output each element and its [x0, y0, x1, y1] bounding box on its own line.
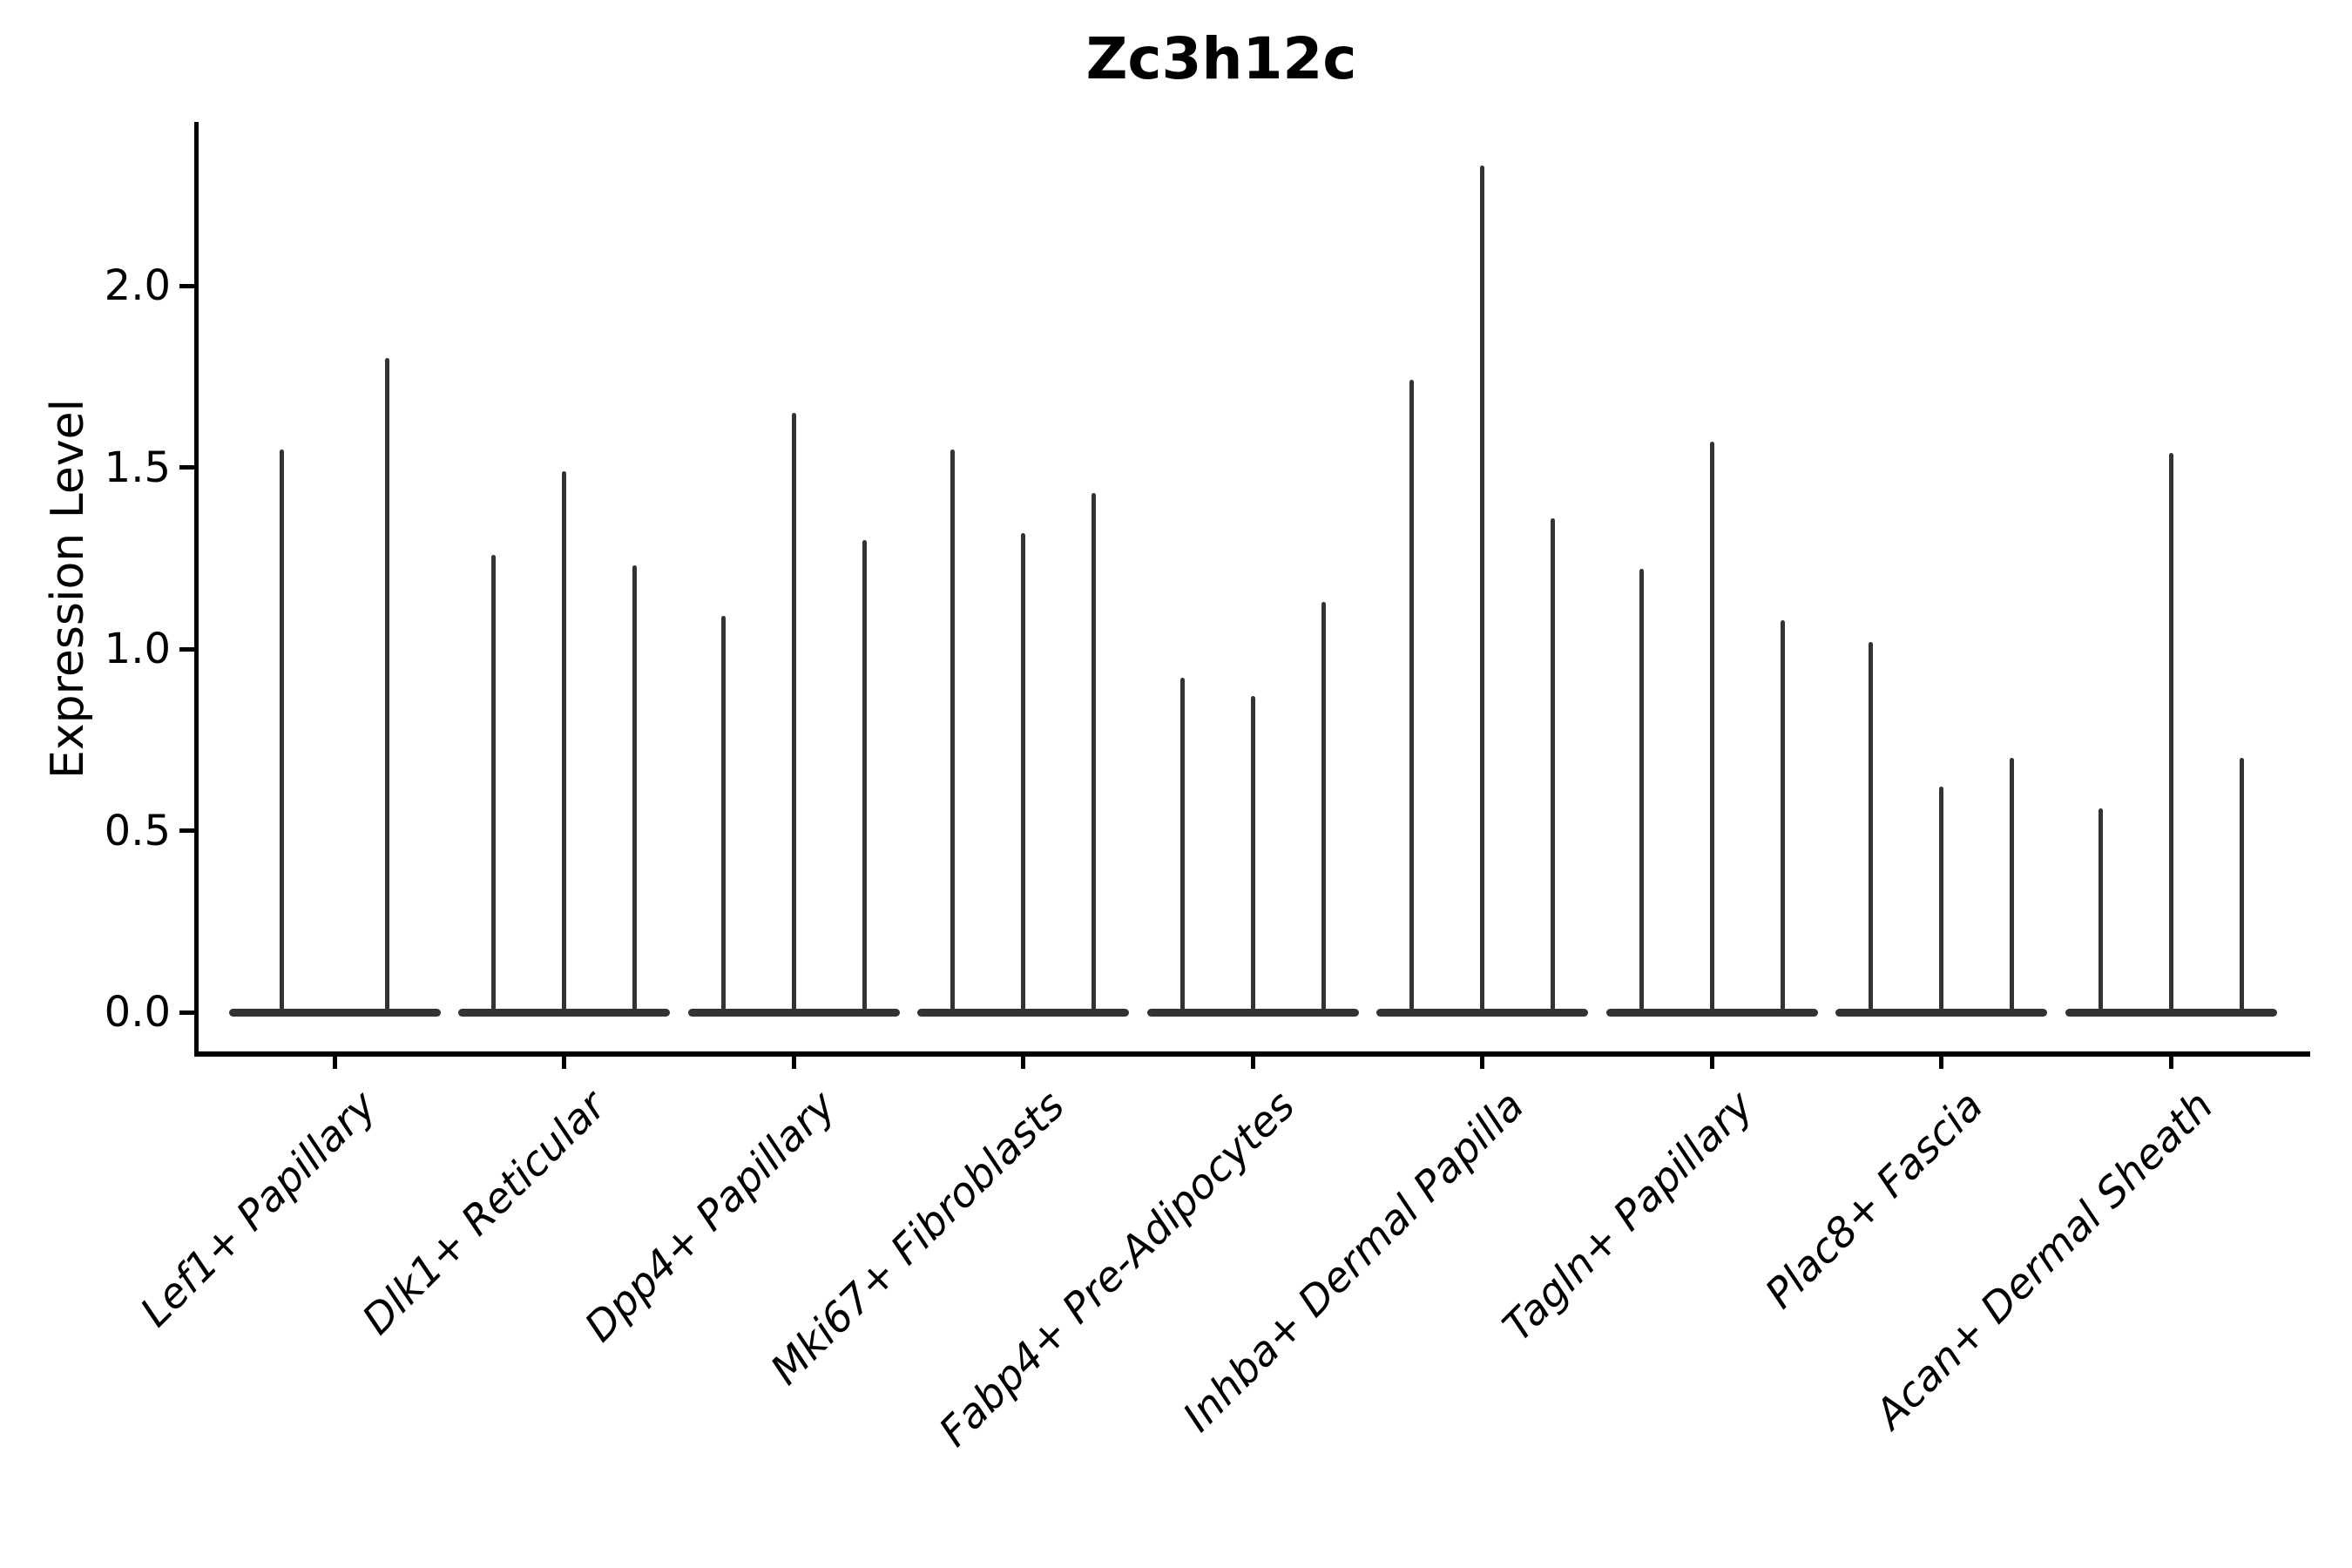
violin-needle	[562, 470, 566, 1012]
violin-needle	[1480, 166, 1484, 1012]
violin-needle	[720, 616, 726, 1012]
violin-base	[458, 1008, 670, 1017]
violin-needle	[1639, 569, 1644, 1012]
violin-needle	[2239, 758, 2244, 1012]
y-tick	[179, 828, 194, 833]
y-tick	[179, 646, 194, 652]
violin-base	[1376, 1008, 1588, 1017]
violin-needle	[1021, 532, 1025, 1012]
y-tick-label: 1.0	[104, 625, 171, 673]
x-tick	[1709, 1057, 1714, 1069]
y-tick-label: 1.5	[104, 443, 171, 492]
violin-needle	[632, 565, 637, 1012]
violin-needle	[1179, 678, 1185, 1012]
violin-needle	[2168, 452, 2173, 1012]
violin-needle	[1709, 442, 1714, 1012]
y-tick-label: 2.0	[104, 261, 171, 310]
x-tick-label: Plac8+ Fascia	[1756, 1082, 1993, 1319]
violin-needle	[279, 449, 284, 1012]
x-tick-label: Tagln+ Papillary	[1494, 1082, 1763, 1351]
x-tick	[791, 1057, 796, 1069]
x-tick	[2168, 1057, 2173, 1069]
violin-needle	[1551, 517, 1555, 1012]
y-tick-label: 0.5	[104, 806, 171, 855]
y-axis-line	[194, 122, 199, 1057]
violin-needle	[862, 539, 867, 1012]
x-tick	[562, 1057, 566, 1069]
violin-needle	[2010, 758, 2014, 1012]
y-tick	[179, 1010, 194, 1015]
chart-title: Zc3h12c	[1085, 25, 1357, 92]
violin-base	[2065, 1008, 2277, 1017]
x-tick	[332, 1057, 337, 1069]
y-tick-label: 0.0	[104, 988, 171, 1037]
y-tick	[179, 465, 194, 470]
violin-base	[1146, 1008, 1359, 1017]
x-tick	[1480, 1057, 1484, 1069]
y-tick	[179, 283, 194, 288]
violin-base	[687, 1008, 900, 1017]
violin-needle	[1092, 492, 1096, 1012]
violin-needle	[491, 554, 496, 1012]
violin-base	[1605, 1008, 1818, 1017]
violin-base	[228, 1008, 441, 1017]
violin-needle	[1939, 787, 1943, 1012]
x-tick-label: Dlk1+ Reticular	[353, 1082, 616, 1344]
violin-needle	[2098, 808, 2103, 1012]
violin-needle	[385, 358, 390, 1012]
violin-needle	[1250, 696, 1255, 1012]
violin-needle	[950, 449, 955, 1012]
violin-base	[917, 1008, 1129, 1017]
violin-needle	[1780, 619, 1785, 1012]
x-tick-label: Lef1+ Papillary	[131, 1082, 386, 1337]
x-tick-label: Dpp4+ Papillary	[575, 1082, 845, 1352]
violin-needle	[1409, 380, 1414, 1012]
violin-needle	[1869, 641, 1873, 1012]
violin-needle	[791, 412, 796, 1012]
x-tick	[1021, 1057, 1025, 1069]
violin-base	[1835, 1008, 2047, 1017]
x-tick	[1250, 1057, 1255, 1069]
x-axis-line	[194, 1051, 2310, 1057]
x-tick	[1939, 1057, 1943, 1069]
violin-needle	[1321, 601, 1326, 1012]
